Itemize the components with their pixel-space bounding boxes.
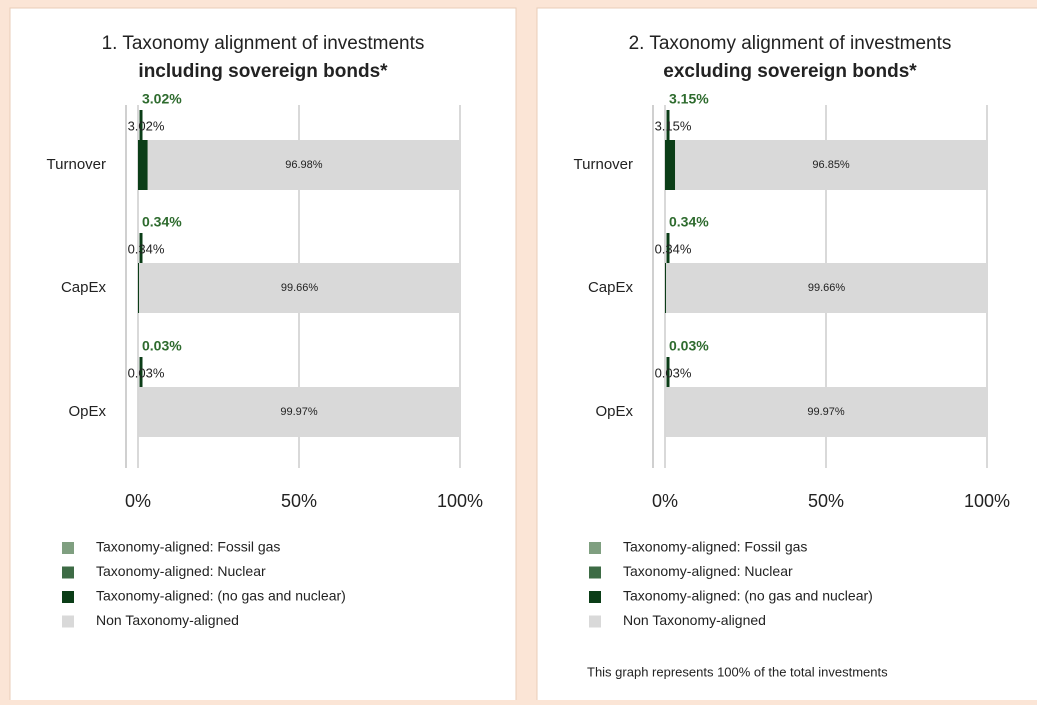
value-label: 3.15% [669, 91, 709, 107]
value-label: 99.97% [280, 406, 318, 418]
value-label: 0.34% [655, 241, 692, 256]
chart-title: 2. Taxonomy alignment of investments [629, 33, 952, 54]
legend-label: Taxonomy-aligned: Nuclear [623, 563, 793, 579]
value-label: 3.02% [128, 118, 165, 133]
x-tick-label: 0% [125, 491, 151, 511]
x-tick-label: 50% [808, 491, 844, 511]
value-label: 0.03% [655, 365, 692, 380]
value-label: 99.97% [807, 406, 845, 418]
legend-label: Taxonomy-aligned: Fossil gas [623, 539, 807, 555]
legend-swatch [589, 591, 601, 603]
legend-label: Taxonomy-aligned: (no gas and nuclear) [96, 588, 346, 604]
category-label: CapEx [61, 279, 107, 296]
value-label: 99.66% [281, 282, 319, 294]
x-tick-label: 100% [437, 491, 483, 511]
legend-label: Non Taxonomy-aligned [623, 612, 766, 628]
category-label: Turnover [47, 156, 106, 173]
x-tick-label: 100% [964, 491, 1010, 511]
value-label: 3.15% [655, 118, 692, 133]
bar [138, 263, 139, 313]
value-label: 0.03% [128, 365, 165, 380]
x-tick-label: 0% [652, 491, 678, 511]
value-label: 0.34% [142, 214, 182, 230]
value-label: 99.66% [808, 282, 846, 294]
legend-swatch [589, 567, 601, 579]
value-label: 3.02% [142, 91, 182, 107]
legend-swatch [62, 616, 74, 628]
bar [138, 140, 148, 190]
bar [665, 140, 675, 190]
legend-swatch [62, 591, 74, 603]
legend-label: Non Taxonomy-aligned [96, 612, 239, 628]
value-label: 0.34% [669, 214, 709, 230]
legend-swatch [62, 567, 74, 579]
value-label: 96.85% [812, 159, 850, 171]
chart-title: 1. Taxonomy alignment of investments [102, 33, 425, 54]
value-label: 0.03% [669, 338, 709, 354]
category-label: CapEx [588, 279, 634, 296]
bar [665, 263, 666, 313]
value-label: 0.03% [142, 338, 182, 354]
category-label: Turnover [574, 156, 633, 173]
legend-swatch [589, 616, 601, 628]
chart-subtitle: excluding sovereign bonds* [663, 61, 917, 82]
footnote: This graph represents 100% of the total … [587, 664, 888, 679]
legend-label: Taxonomy-aligned: (no gas and nuclear) [623, 588, 873, 604]
category-label: OpEx [595, 403, 633, 420]
legend-label: Taxonomy-aligned: Fossil gas [96, 539, 280, 555]
legend-swatch [62, 542, 74, 554]
value-label: 96.98% [285, 159, 323, 171]
value-label: 0.34% [128, 241, 165, 256]
legend-swatch [589, 542, 601, 554]
x-tick-label: 50% [281, 491, 317, 511]
legend-label: Taxonomy-aligned: Nuclear [96, 563, 266, 579]
chart-subtitle: including sovereign bonds* [138, 61, 388, 82]
category-label: OpEx [68, 403, 106, 420]
